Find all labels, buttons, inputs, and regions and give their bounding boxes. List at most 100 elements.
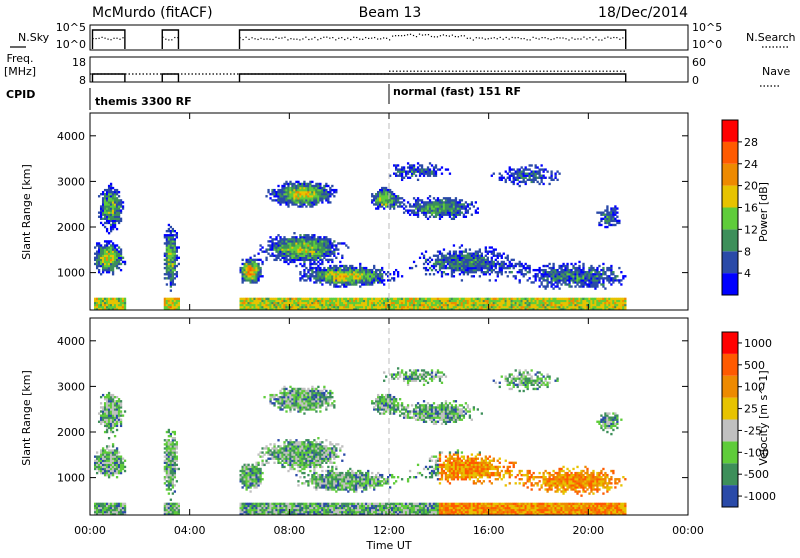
power-cell (381, 203, 383, 205)
power-cell (586, 279, 588, 281)
power-cell (321, 259, 323, 261)
power-cell (249, 265, 251, 267)
power-cell (174, 257, 176, 259)
power-cell (379, 300, 381, 302)
power-cell (351, 267, 353, 269)
power-cell (293, 185, 295, 187)
power-cell (594, 273, 596, 275)
power-cell (618, 304, 620, 306)
power-cell (433, 166, 435, 168)
power-cell (495, 298, 497, 300)
power-cell (441, 257, 443, 259)
power-cell (535, 277, 537, 279)
power-cell (323, 246, 325, 248)
power-cell (455, 207, 457, 209)
power-cell (395, 168, 397, 170)
power-cell (511, 306, 513, 308)
power-cell (297, 255, 299, 257)
power-cell (359, 269, 361, 271)
power-cell (100, 214, 102, 216)
power-cell (489, 298, 491, 300)
velocity-cell (100, 402, 102, 404)
velocity-cell (112, 445, 114, 447)
power-cell (253, 302, 255, 304)
velocity-cell (100, 455, 102, 457)
power-cell (347, 269, 349, 271)
power-cell (558, 300, 560, 302)
power-cell (345, 302, 347, 304)
power-cell (616, 222, 618, 224)
power-cell (114, 214, 116, 216)
power-cell (403, 170, 405, 172)
power-cell (361, 269, 363, 271)
power-cell (608, 281, 610, 283)
velocity-cell (110, 503, 112, 505)
velocity-cell (110, 429, 112, 431)
velocity-cell (112, 443, 114, 445)
power-cell (497, 275, 499, 277)
power-cell (397, 304, 399, 306)
power-cell (540, 283, 542, 285)
power-cell (321, 246, 323, 248)
power-cell (327, 281, 329, 283)
power-cell (459, 298, 461, 300)
power-cell (168, 236, 170, 238)
power-cell (433, 168, 435, 170)
power-cell (166, 300, 168, 302)
power-cell (267, 302, 269, 304)
power-cell (453, 263, 455, 265)
power-cell (417, 168, 419, 170)
power-cell (319, 255, 321, 257)
velocity-cell (110, 417, 112, 419)
velocity-cell (114, 507, 116, 509)
velocity-cell (114, 412, 116, 414)
power-cell (285, 199, 287, 201)
power-cell (327, 199, 329, 201)
power-cell (395, 195, 397, 197)
power-cell (539, 175, 541, 177)
power-cell (592, 273, 594, 275)
power-cell (419, 170, 421, 172)
power-cell (509, 298, 511, 300)
power-cell (616, 298, 618, 300)
power-cell (118, 212, 120, 214)
power-cell (463, 300, 465, 302)
power-cell (257, 277, 259, 279)
power-cell (359, 277, 361, 279)
power-cell (166, 265, 168, 267)
velocity-cell (100, 396, 102, 398)
power-cell (315, 277, 317, 279)
power-cell (285, 244, 287, 246)
power-cell (307, 248, 309, 250)
power-cell (317, 306, 319, 308)
power-cell (104, 240, 106, 242)
power-cell (600, 304, 602, 306)
power-cell (614, 207, 616, 209)
nsearch-point (98, 38, 99, 39)
power-cell (540, 164, 542, 166)
velocity-cell (108, 394, 110, 396)
power-cell (602, 269, 604, 271)
power-cell (267, 248, 269, 250)
power-cell (429, 267, 431, 269)
power-cell (261, 306, 263, 308)
velocity-cell (108, 402, 110, 404)
power-cell (337, 298, 339, 300)
velocity-cell (96, 468, 98, 470)
power-cell (377, 191, 379, 193)
velocity-cell (108, 449, 110, 451)
power-cell (606, 207, 608, 209)
power-cell (104, 218, 106, 220)
velocity-cell (116, 419, 118, 421)
power-cell (285, 197, 287, 199)
power-cell (453, 214, 455, 216)
power-cell (550, 277, 552, 279)
power-cell (247, 263, 249, 265)
nsearch-point (293, 39, 294, 40)
power-cell (116, 255, 118, 257)
power-cell (118, 222, 120, 224)
velocity-cell (112, 417, 114, 419)
power-cell (455, 209, 457, 211)
power-cell (455, 197, 457, 199)
power-cell (359, 285, 361, 287)
